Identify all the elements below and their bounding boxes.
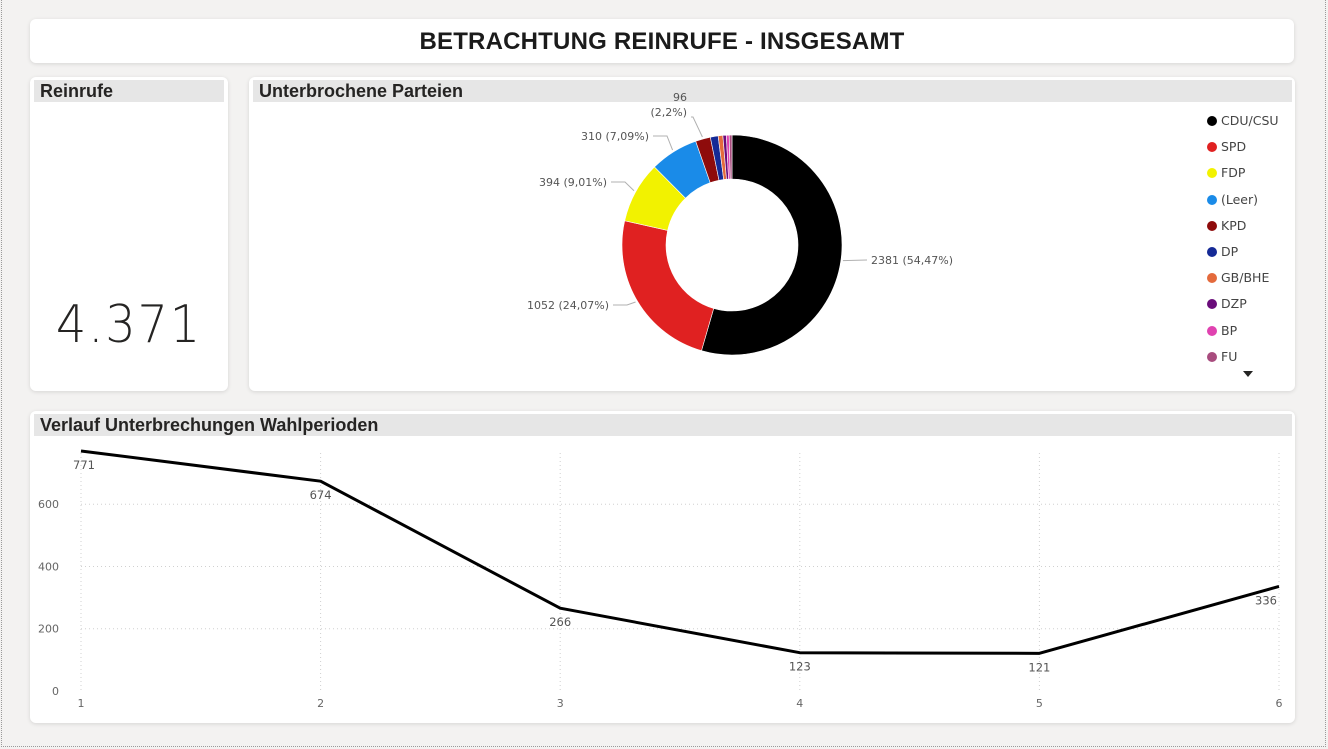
legend-label: KPD — [1221, 217, 1247, 233]
legend-dot-icon — [1207, 299, 1217, 310]
line-data-label: 266 — [549, 615, 571, 629]
kpi-header: Reinrufe — [34, 80, 224, 102]
line-data-label: 123 — [789, 660, 811, 674]
donut-slice[interactable] — [701, 134, 843, 356]
legend-dot-icon — [1207, 273, 1217, 284]
donut-chart[interactable]: 2381 (54,47%) 1052 (24,07%) 394 (9,01%) 310… — [249, 77, 1189, 391]
donut-leader-line — [611, 181, 635, 192]
y-tick-label: 400 — [38, 560, 59, 573]
donut-data-label: 96 — [673, 91, 687, 104]
legend-label: SPD — [1221, 139, 1247, 155]
x-tick-label: 3 — [557, 697, 564, 710]
donut-data-label: 1052 (24,07%) — [527, 299, 609, 312]
donut-leader-line — [613, 301, 636, 306]
donut-leader-line — [842, 259, 868, 262]
donut-card[interactable]: Unterbrochene Parteien 2381 (54,47%) 1052… — [249, 77, 1295, 391]
legend-label: CDU/CSU — [1221, 113, 1279, 128]
donut-slice[interactable] — [728, 134, 733, 180]
donut-leader-line — [653, 135, 674, 151]
legend-dot-icon — [1207, 247, 1217, 257]
donut-leader-line — [691, 116, 703, 138]
donut-data-label: 2381 (54,47%) — [871, 254, 953, 267]
legend-dot-icon — [1207, 168, 1217, 179]
y-tick-label: 200 — [38, 623, 59, 636]
donut-data-label: 310 (7,09%) — [581, 130, 649, 143]
line-card[interactable]: Verlauf Unterbrechungen Wahlperioden 0 20… — [30, 411, 1295, 723]
line-data-label: 336 — [1255, 593, 1277, 607]
legend-dot-icon — [1207, 220, 1217, 231]
donut-data-label: (2,2%) — [650, 106, 687, 119]
x-tick-label: 4 — [796, 697, 803, 710]
legend-label: DP — [1221, 244, 1239, 259]
legend-scroll-down-icon[interactable] — [1243, 371, 1253, 377]
legend-dot-icon — [1207, 116, 1217, 126]
kpi-value: 4.371 — [55, 295, 203, 355]
x-tick-label: 5 — [1036, 697, 1043, 710]
legend-label: DZP — [1221, 296, 1247, 312]
legend-label: FU — [1221, 348, 1238, 364]
y-tick-label: 600 — [38, 498, 59, 511]
line-data-label: 674 — [310, 488, 332, 502]
x-tick-label: 1 — [78, 697, 85, 710]
legend-label: (Leer) — [1221, 191, 1259, 207]
legend-dot-icon — [1207, 325, 1217, 336]
series-line[interactable] — [80, 449, 1280, 655]
title-card: BETRACHTUNG REINRUFE - INSGESAMT — [30, 19, 1294, 63]
legend-label: GB/BHE — [1221, 270, 1270, 286]
legend-label: FDP — [1221, 165, 1246, 181]
donut-header: Unterbrochene Parteien — [253, 80, 1292, 102]
line-header: Verlauf Unterbrechungen Wahlperioden — [34, 414, 1292, 436]
report-title: BETRACHTUNG REINRUFE - INSGESAMT — [419, 28, 905, 55]
legend-label: BP — [1221, 322, 1238, 338]
line-data-label: 771 — [73, 458, 95, 472]
y-tick-label: 0 — [52, 685, 59, 698]
donut-data-label: 394 (9,01%) — [539, 176, 607, 189]
legend-dot-icon — [1207, 351, 1217, 362]
line-data-label: 121 — [1028, 660, 1050, 674]
legend-dot-icon — [1207, 194, 1217, 205]
x-tick-label: 6 — [1276, 697, 1283, 710]
kpi-card[interactable]: Reinrufe 4.371 — [30, 77, 228, 391]
x-tick-label: 2 — [317, 697, 324, 710]
legend-dot-icon — [1207, 142, 1217, 153]
donut-slice[interactable] — [621, 220, 715, 352]
